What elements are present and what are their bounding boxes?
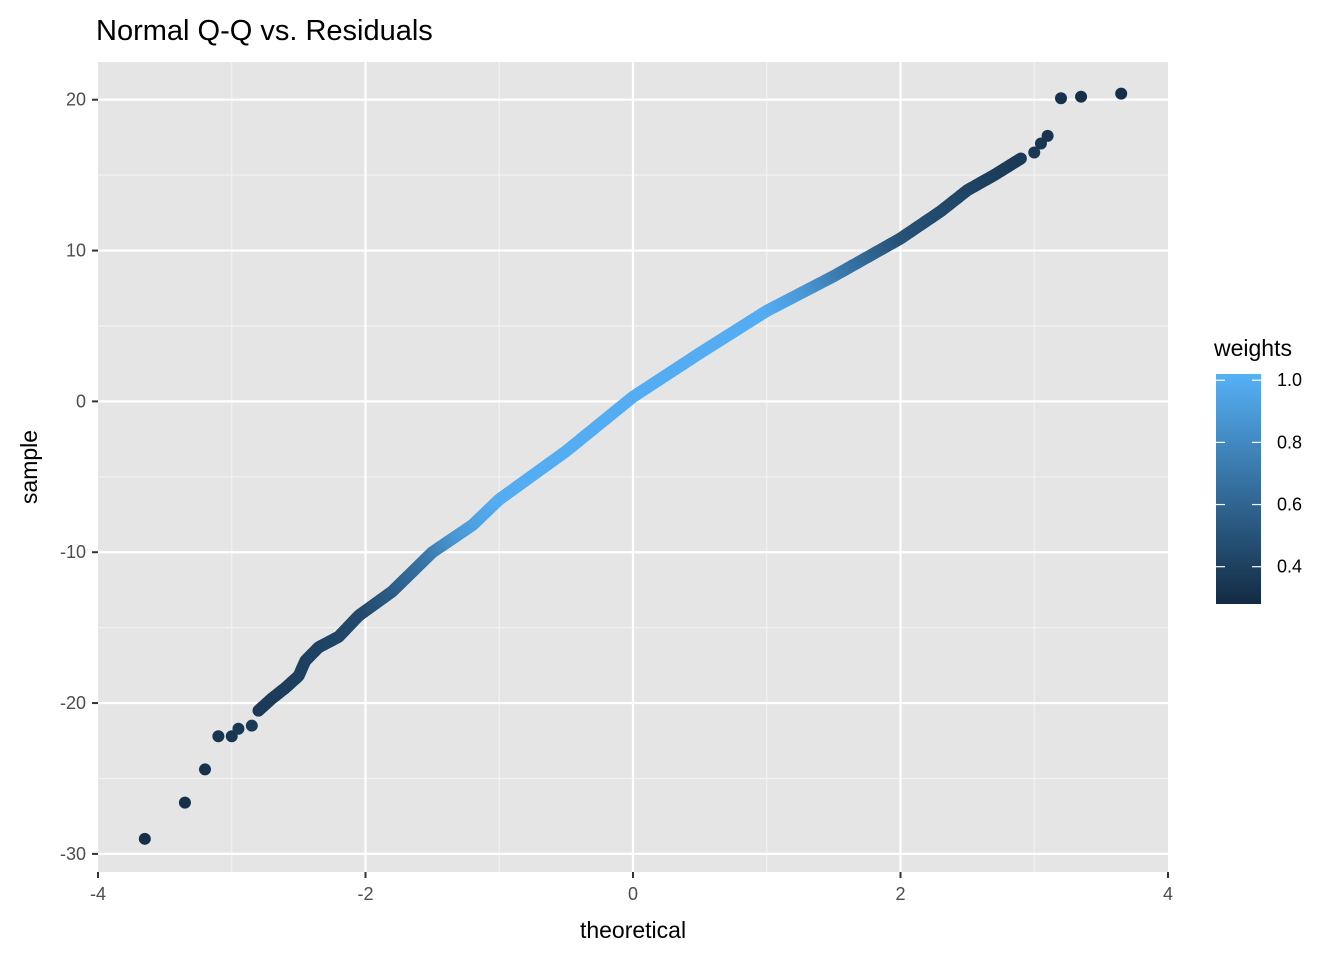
y-tick-label: -10: [60, 542, 86, 562]
x-tick-label: -4: [90, 884, 106, 904]
outlier-point: [232, 722, 245, 735]
grid-lines: [98, 62, 1168, 872]
chart-title: Normal Q-Q vs. Residuals: [96, 15, 433, 47]
outlier-point: [1075, 90, 1088, 103]
outlier-point: [1055, 92, 1067, 105]
legend-tick-label: 0.4: [1277, 557, 1302, 577]
x-tick-label: 4: [1163, 884, 1173, 904]
x-tick-label: -2: [357, 884, 373, 904]
outlier-point: [245, 719, 258, 732]
outlier-point: [1041, 129, 1054, 142]
y-tick-label: 0: [76, 391, 86, 411]
legend-title: weights: [1213, 335, 1292, 361]
y-axis-title: sample: [16, 430, 42, 504]
x-tick-label: 0: [628, 884, 638, 904]
legend-tick-label: 1.0: [1277, 370, 1302, 390]
data-points: [138, 87, 1128, 845]
x-tick-label: 2: [895, 884, 905, 904]
legend-colorbar: [1216, 374, 1261, 604]
outlier-point: [1028, 146, 1041, 159]
outlier-point: [138, 832, 151, 845]
legend-tick-label: 0.8: [1277, 432, 1302, 452]
y-tick-label: 20: [66, 90, 86, 110]
outlier-point: [178, 796, 191, 809]
legend: weights 0.4 0.6 0.8 1.0: [1213, 335, 1302, 604]
y-tick-label: 10: [66, 241, 86, 261]
outlier-point: [212, 730, 225, 743]
legend-tick-label: 0.6: [1277, 495, 1302, 515]
y-tick-label: -20: [60, 693, 86, 713]
outlier-point: [199, 763, 211, 776]
y-tick-label: -30: [60, 844, 86, 864]
x-axis-title: theoretical: [580, 917, 686, 943]
data-point: [1014, 152, 1027, 165]
outlier-point: [1115, 87, 1128, 100]
